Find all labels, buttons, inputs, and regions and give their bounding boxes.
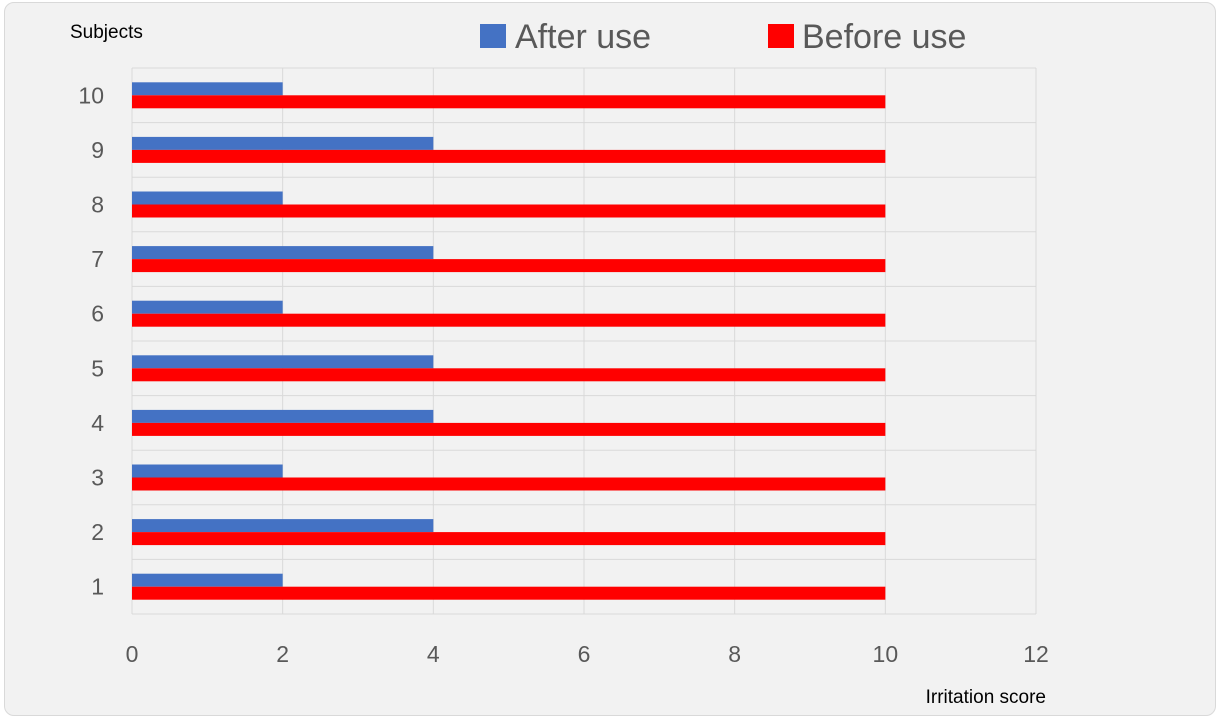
bar-before-use-subject-3: [132, 477, 886, 491]
bars: [132, 82, 886, 600]
y-tick-label-10: 10: [78, 82, 104, 108]
bar-before-use-subject-2: [132, 532, 886, 546]
y-tick-label-6: 6: [91, 301, 104, 327]
legend-label-before-use: Before use: [802, 18, 966, 56]
y-tick-label-1: 1: [91, 574, 104, 600]
bar-before-use-subject-7: [132, 259, 886, 273]
x-tick-label-10: 10: [873, 641, 899, 667]
bar-after-use-subject-9: [132, 136, 434, 150]
bar-after-use-subject-3: [132, 464, 283, 478]
bar-before-use-subject-6: [132, 313, 886, 327]
bar-after-use-subject-8: [132, 191, 283, 205]
y-axis-title: Subjects: [70, 22, 143, 43]
bar-after-use-subject-5: [132, 355, 434, 369]
bar-before-use-subject-5: [132, 368, 886, 382]
x-tick-label-0: 0: [126, 641, 139, 667]
y-tick-label-4: 4: [91, 410, 104, 436]
bar-before-use-subject-9: [132, 149, 886, 163]
x-tick-label-8: 8: [728, 641, 741, 667]
y-tick-label-8: 8: [91, 192, 104, 218]
legend-label-after-use: After use: [515, 18, 651, 56]
bar-after-use-subject-1: [132, 573, 283, 587]
bar-after-use-subject-6: [132, 300, 283, 314]
legend-swatch-before-use: [768, 24, 794, 48]
y-tick-labels: 1 2 3 4 5 6 7 8 9 10: [78, 82, 104, 599]
legend-swatch-after-use: [480, 24, 506, 48]
x-tick-label-4: 4: [427, 641, 440, 667]
bar-after-use-subject-7: [132, 246, 434, 260]
legend: After use Before use: [480, 18, 966, 56]
y-tick-label-7: 7: [91, 246, 104, 272]
x-tick-labels: 0 2 4 6 8 10 12: [126, 641, 1049, 667]
y-tick-label-3: 3: [91, 465, 104, 491]
y-tick-label-5: 5: [91, 355, 104, 381]
y-tick-label-2: 2: [91, 519, 104, 545]
bar-before-use-subject-1: [132, 586, 886, 600]
y-tick-label-9: 9: [91, 137, 104, 163]
x-tick-label-6: 6: [578, 641, 591, 667]
x-axis-title: Irritation score: [926, 687, 1046, 708]
bar-before-use-subject-4: [132, 422, 886, 436]
x-tick-label-12: 12: [1023, 641, 1049, 667]
bar-after-use-subject-10: [132, 82, 283, 96]
bar-after-use-subject-2: [132, 519, 434, 533]
bar-before-use-subject-10: [132, 95, 886, 109]
bar-after-use-subject-4: [132, 409, 434, 423]
x-tick-label-2: 2: [276, 641, 289, 667]
bar-before-use-subject-8: [132, 204, 886, 218]
